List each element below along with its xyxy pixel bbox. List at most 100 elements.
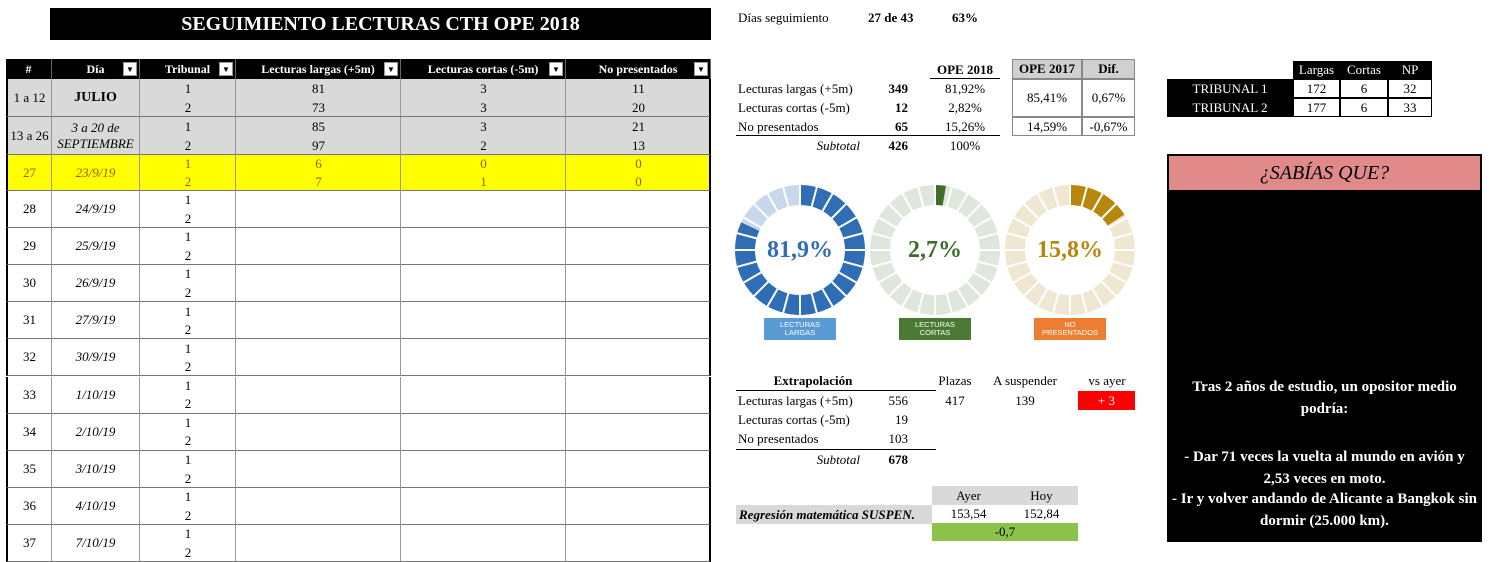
segment-gap [901,287,914,308]
cell-value: 73 [312,99,325,115]
rule [736,390,936,391]
column-header: Lecturas cortas (-5m) [401,59,566,79]
cell [401,524,566,562]
tracking-label: Días seguimiento [738,10,829,25]
segment-gap [1080,185,1089,208]
cell-value: 1 [184,340,192,356]
cell [140,413,236,451]
row-number: 34 [6,413,52,451]
tribunal-name: TRIBUNAL 2 [1167,98,1293,117]
ope2017-header: Dif. [1082,59,1135,79]
row-number: 36 [6,487,52,525]
cell [566,413,711,451]
cell [140,302,236,340]
cell-value: 2 [184,359,192,375]
segment-gap [1005,231,1028,240]
extrapolation-cell: 556 [888,392,909,408]
cell-value: 7 [315,174,322,189]
cell [236,155,401,191]
cell [140,117,236,155]
segment-gap [752,280,770,298]
segment-gap [1036,287,1049,308]
extrapolation-cell: Lecturas largas (+5m) [738,392,853,408]
cell [401,376,566,414]
regression-diff: -0,7 [932,523,1078,541]
cell-value: 3 [480,118,487,134]
panel-text: - Dar 71 veces la vuelta al mundo en avi… [1184,449,1465,487]
segment-gap [916,292,925,315]
cell [566,302,711,340]
segment-gap [1100,202,1118,220]
segment-gap [1036,192,1049,213]
extrapolation-cell: No presentados [738,430,819,446]
segment-gap [945,292,954,315]
cell [236,339,401,377]
cell-value: 2 [184,433,192,449]
tribunal-value: 32 [1388,79,1432,98]
column-header: Día [52,59,140,79]
segment-gap [830,280,848,298]
segment-gap [1022,202,1040,220]
cell-value: 1 [184,118,192,134]
cell-value: 1 [184,229,192,245]
cell [140,191,236,229]
subtotal-label: Subtotal [816,451,860,467]
cell-value: 2 [184,174,192,189]
cell [566,524,711,562]
cell-value: 2 [184,544,192,560]
cell [236,413,401,451]
cell [140,265,236,303]
cell-value: 2 [184,99,192,115]
cell [401,265,566,303]
cell-value: 1 [184,377,192,393]
subtotal-count: 426 [888,137,909,153]
extrapolation-cell: 103 [888,430,909,446]
cell-value: 13 [632,137,645,153]
summary-count: 12 [895,99,908,115]
extrapolation-header: Plazas [938,373,972,388]
cell-value: 3 [480,80,487,96]
cell-value: 1 [184,266,192,282]
regression-value: 152,84 [1005,505,1078,524]
segment-gap [1080,292,1089,315]
cell [401,302,566,340]
segment-gap [842,260,865,269]
row-day: 30/9/19 [52,339,140,377]
row-day: 23/9/19 [52,155,140,191]
regression-header: Ayer [932,486,1005,505]
cell [236,265,401,303]
regression-header: Hoy [1005,486,1078,505]
segment-gap [887,202,905,220]
cell [236,302,401,340]
summary-count: 349 [888,80,909,96]
segment-gap [972,271,993,284]
segment-gap [870,231,893,240]
segment-gap [916,185,925,208]
segment-gap [901,192,914,213]
filter-button: ▼ [549,62,563,76]
segment-gap [956,192,969,213]
summary-header: OPE 2018 [930,61,1000,79]
row-number: 1 a 12 [6,79,52,117]
cell-value: 2 [184,137,192,153]
donut-caption: LECTURAS LARGAS [764,318,836,340]
cell [401,339,566,377]
row-number: 37 [6,524,52,562]
summary-label: No presentados [738,118,819,134]
filter-button: ▼ [384,62,398,76]
cell-value: 21 [632,118,645,134]
cell [140,79,236,117]
row-number: 30 [6,265,52,303]
row-day: 3 a 20 de SEPTIEMBRE [52,117,140,155]
cell-value: 0 [635,156,642,171]
cell [236,191,401,229]
row-number: 33 [6,376,52,414]
summary-count: 65 [895,118,908,134]
segment-gap [837,271,858,284]
cell-value: 0 [480,156,487,171]
donut-label: 2,7% [908,236,962,263]
ope2017-cell: 0,67% [1082,79,1135,117]
cell [401,191,566,229]
regression-label: Regresión matemática SUSPEN. [736,505,932,524]
